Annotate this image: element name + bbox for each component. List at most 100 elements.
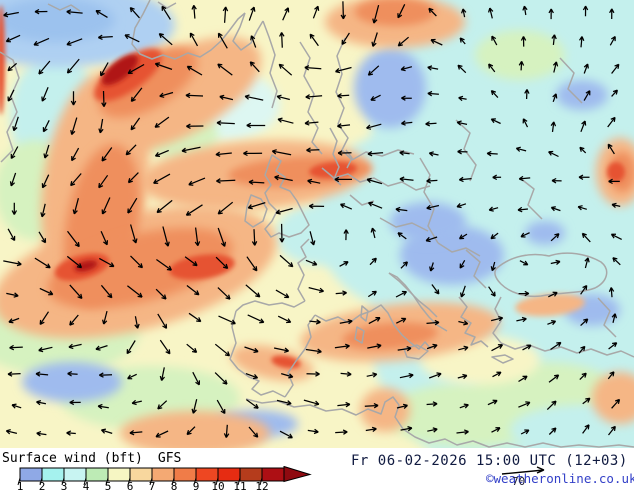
wind-arrow [11,202,18,215]
wind-arrow [395,290,408,298]
wind-arrow [309,231,316,246]
coast-border-4 [519,177,543,220]
wind-arrow [278,63,293,76]
wind-arrow [98,257,115,268]
wind-arrow [550,206,561,212]
wind-arrow [277,315,292,324]
wind-arrow [41,86,49,102]
wind-arrow [154,149,169,158]
region-cyan-northsea-s [275,205,365,265]
scale-tick [39,477,43,486]
wind-arrow [217,201,234,215]
wind-arrow [607,116,616,128]
wind-arrow [43,144,50,159]
coast-greece [458,296,489,348]
wind-arrow [399,176,414,182]
scale-tick [61,477,65,486]
scale-tick [215,477,219,486]
wind-arrow [72,198,80,215]
wind-arrow [400,426,413,432]
wind-arrow [400,66,413,72]
wind-arrow [577,205,587,211]
wind-arrow [335,290,347,296]
wind-arrow [36,400,47,406]
scale-tick [259,477,263,486]
wind-arrow [217,32,228,49]
wind-arrow [305,348,322,354]
wind-arrow [368,316,381,325]
wind-arrow [425,236,438,243]
coast-baltic-south [321,167,431,191]
coast-adriatic-east [388,272,438,318]
coast-finland [335,37,353,161]
wind-arrow [367,150,384,157]
copyright-link[interactable]: ©weatheronline.co.uk [486,471,634,486]
coast-border-6 [379,217,429,232]
wind-arrow [457,64,467,74]
wind-arrow [339,261,349,267]
wind-arrow [582,5,589,17]
wind-arrow [188,177,206,186]
wind-arrow [372,4,380,24]
scale-arrow-tip [283,466,312,483]
coast-sweden-west [262,20,278,109]
wind-arrow [69,284,83,299]
coast-border-1 [419,157,439,244]
wind-arrow [70,117,78,136]
wind-arrow [427,427,438,433]
wind-arrow [428,7,437,17]
wind-arrow [522,5,528,16]
scale-tick-label-5: 5 [105,480,112,490]
region-orange-med [342,322,438,350]
wind-arrow [279,254,294,268]
valid-datetime: Fr 06-02-2026 15:00 UTC (12+03) [351,453,628,469]
model-label: GFS [157,451,182,466]
wind-arrow [612,257,621,266]
wind-arrow [548,374,560,383]
wind-arrow [129,224,138,244]
wind-arrow [366,177,383,185]
wind-arrow [95,345,108,351]
wind-arrow [337,123,351,129]
wind-arrow [34,257,51,269]
wind-arrow [219,94,234,101]
wind-arrow [9,172,17,187]
wind-arrow [158,32,173,46]
region-red-left-edge [0,5,5,115]
wind-arrow [551,34,557,45]
wind-arrow [8,317,20,324]
wind-arrow [7,371,21,377]
wind-arrow [367,65,380,76]
wind-arrow [216,178,236,184]
wind-arrow [248,179,265,185]
wind-arrow [279,32,285,48]
wind-arrow [245,284,261,298]
wind-arrow [127,63,145,75]
wind-arrow [249,61,260,73]
region-salmon-pontic [515,293,585,317]
wind-arrow [125,144,137,156]
wind-arrow [341,32,350,45]
wind-arrow [126,340,136,355]
legend-title: Surface wind (bft) GFS [2,451,181,466]
wind-arrow [428,151,439,157]
wind-arrow [397,4,406,19]
wind-arrow [491,344,504,352]
wind-arrow [459,403,469,409]
wind-arrow [490,118,501,125]
wind-arrow [456,120,468,126]
scale-tick [105,477,109,486]
wind-arrow [552,93,558,103]
wind-arrow [40,203,46,218]
scale-tick [17,477,21,486]
wind-arrow [159,91,174,98]
wind-arrows [3,1,622,439]
wind-arrow [584,257,590,269]
wind-arrow [159,339,171,355]
wind-arrow [456,429,469,435]
wind-arrow [490,232,499,240]
wind-arrow [488,63,496,73]
region-orange-atlantic-sw [47,227,233,309]
wind-arrow [189,32,199,47]
